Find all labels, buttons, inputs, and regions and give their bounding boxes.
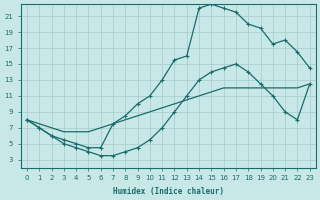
X-axis label: Humidex (Indice chaleur): Humidex (Indice chaleur) (113, 187, 224, 196)
